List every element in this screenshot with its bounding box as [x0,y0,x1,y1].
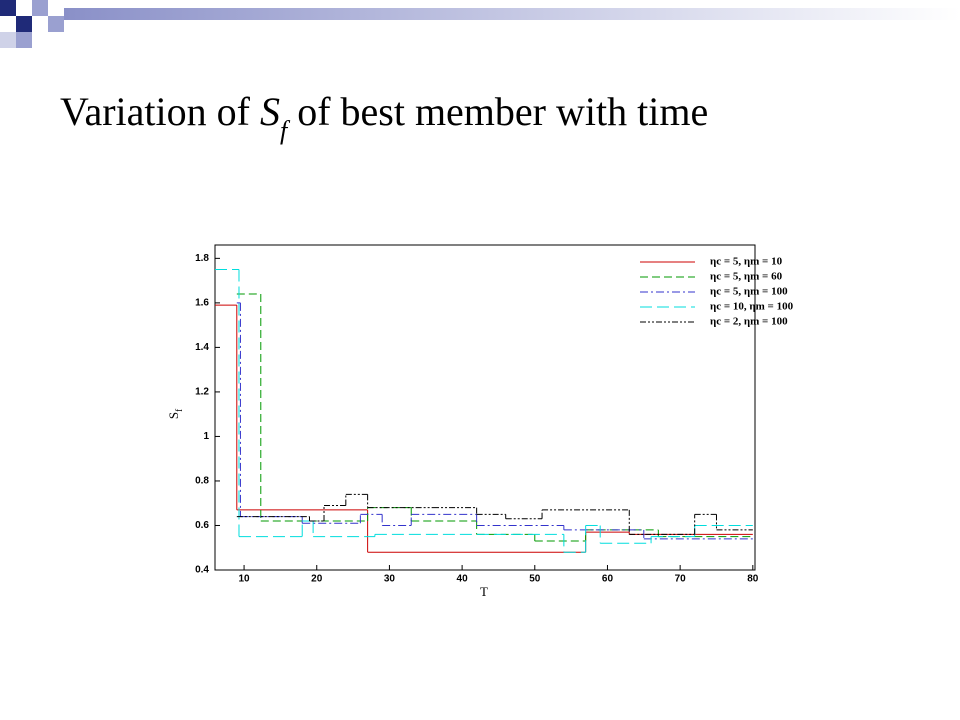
legend-label: ηc = 5, ηm = 100 [710,286,788,298]
x-tick-label: 50 [529,574,541,585]
legend-label: ηc = 5, ηm = 10 [710,256,783,268]
y-tick-label: 1 [203,431,209,442]
plot: 10 20 30 40 50 60 70 80 0.4 0.6 0.8 1 1.2 1.4 1.6 1.8 ηc… [195,253,793,585]
series [236,493,753,535]
y-tick-label: 1.6 [195,298,209,309]
y-tick-label: 1.8 [195,253,209,264]
y-tick-label: 0.6 [195,520,209,531]
x-tick-label: 20 [311,574,323,585]
y-tick-label: 0.4 [195,565,209,576]
y-label-symbol: S [166,412,181,419]
y-tick-label: 1.4 [195,342,209,353]
series [215,268,753,553]
x-tick-label: 70 [675,574,687,585]
series [215,304,753,553]
y-tick-label: 1.2 [195,387,209,398]
title-text: of best member with time [287,89,708,134]
legend-label: ηc = 10, ηm = 100 [710,301,794,313]
x-tick-label: 40 [457,574,469,585]
x-tick-label: 10 [239,574,251,585]
x-tick-label: 60 [602,574,614,585]
x-tick-label: 80 [747,574,759,585]
title-symbol: S [260,89,280,134]
title-text: Variation of [60,89,260,134]
y-axis-label: Sf [166,409,184,419]
plot-frame [214,244,756,571]
x-axis-label: T [480,584,488,599]
decoration [0,0,960,48]
y-label-subscript: f [174,409,184,412]
series [236,293,753,542]
title-subscript: f [280,116,291,145]
series [236,302,753,540]
legend-label: ηc = 2, ηm = 100 [710,316,788,328]
y-tick-label: 0.8 [195,476,209,487]
x-tick-label: 30 [384,574,396,585]
legend-label: ηc = 5, ηm = 60 [710,271,783,283]
slide-title: Variation of Sf of best member with time [60,89,708,145]
